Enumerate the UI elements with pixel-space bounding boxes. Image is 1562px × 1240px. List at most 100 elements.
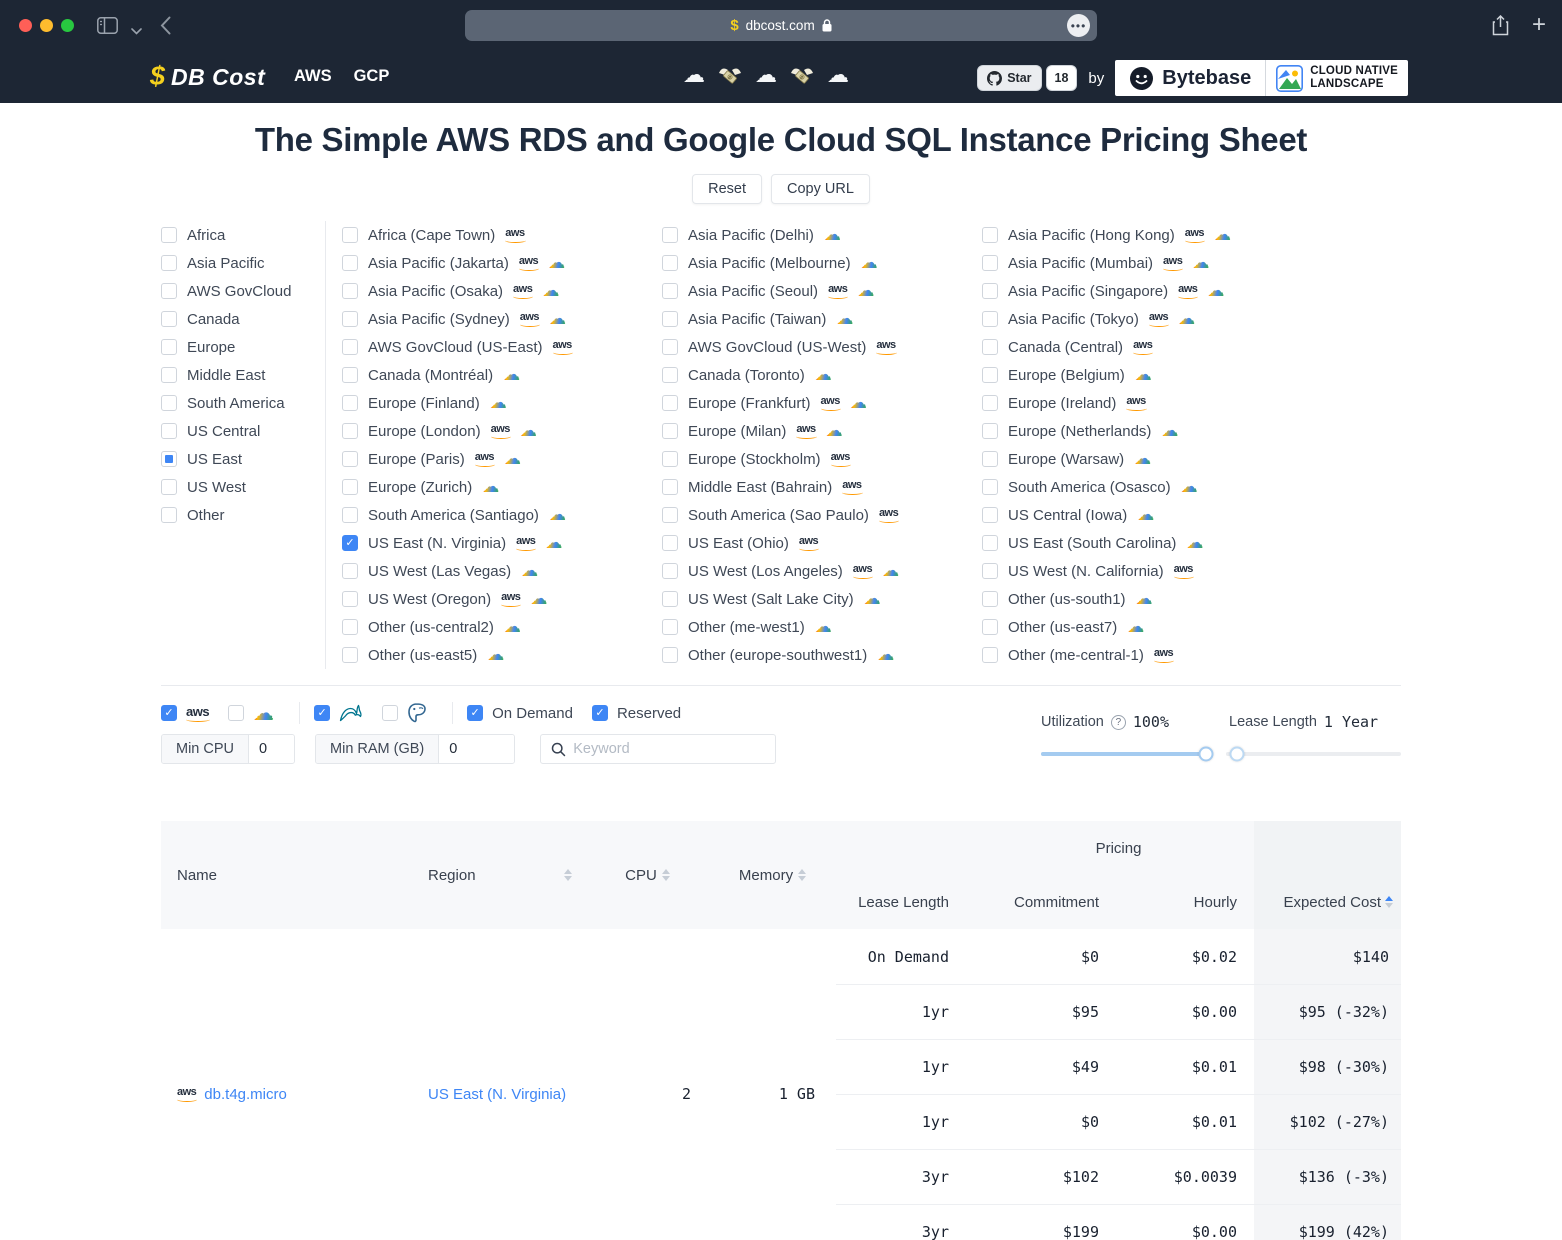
- checkbox[interactable]: [982, 647, 998, 663]
- checkbox[interactable]: [982, 451, 998, 467]
- filter-engine-mysql[interactable]: ✓: [314, 704, 363, 722]
- utilization-slider[interactable]: [1041, 746, 1214, 762]
- checkbox[interactable]: [342, 395, 358, 411]
- checkbox[interactable]: [161, 479, 177, 495]
- region-option-middle-east-bahrain[interactable]: Middle East (Bahrain) aws: [662, 473, 966, 501]
- checkbox[interactable]: [982, 311, 998, 327]
- share-icon[interactable]: [1492, 14, 1509, 41]
- checkbox[interactable]: ✓: [342, 535, 358, 551]
- col-header-expected-cost[interactable]: Expected Cost: [1254, 875, 1401, 929]
- checkbox[interactable]: [982, 619, 998, 635]
- region-option-us-west-las-vegas[interactable]: US West (Las Vegas) ☁: [342, 557, 646, 585]
- region-group-aws-govcloud[interactable]: AWS GovCloud: [161, 277, 325, 305]
- checkbox[interactable]: [161, 255, 177, 271]
- region-group-us-central[interactable]: US Central: [161, 417, 325, 445]
- checkbox[interactable]: [662, 311, 678, 327]
- region-option-us-east-n-virginia[interactable]: ✓ US East (N. Virginia) aws ☁: [342, 529, 646, 557]
- region-option-other-us-east7[interactable]: Other (us-east7) ☁: [982, 613, 1401, 641]
- region-option-canada-toronto[interactable]: Canada (Toronto) ☁: [662, 361, 966, 389]
- region-option-africa-cape-town[interactable]: Africa (Cape Town) aws: [342, 221, 646, 249]
- checkbox[interactable]: [161, 311, 177, 327]
- checkbox[interactable]: [982, 255, 998, 271]
- checkbox[interactable]: [662, 647, 678, 663]
- github-star-widget[interactable]: Star 18: [977, 65, 1078, 91]
- min-ram-input[interactable]: [439, 735, 515, 763]
- checkbox[interactable]: [342, 507, 358, 523]
- checkbox[interactable]: [982, 507, 998, 523]
- region-option-other-me-central-1[interactable]: Other (me-central-1) aws: [982, 641, 1401, 669]
- region-group-canada[interactable]: Canada: [161, 305, 325, 333]
- region-option-europe-netherlands[interactable]: Europe (Netherlands) ☁: [982, 417, 1401, 445]
- checkbox[interactable]: [161, 395, 177, 411]
- region-option-asia-pacific-melbourne[interactable]: Asia Pacific (Melbourne) ☁: [662, 249, 966, 277]
- close-window-button[interactable]: [19, 19, 32, 32]
- region-option-us-central-iowa[interactable]: US Central (Iowa) ☁: [982, 501, 1401, 529]
- col-header-memory[interactable]: Memory: [709, 821, 836, 929]
- copy-url-button[interactable]: Copy URL: [771, 174, 870, 204]
- sort-icon[interactable]: [661, 869, 670, 881]
- utilization-slider-handle[interactable]: [1198, 746, 1214, 762]
- checkbox[interactable]: [161, 423, 177, 439]
- github-star-button[interactable]: Star: [977, 65, 1042, 91]
- region-option-other-us-south1[interactable]: Other (us-south1) ☁: [982, 585, 1401, 613]
- checkbox[interactable]: ✓: [161, 705, 177, 721]
- checkbox[interactable]: [161, 367, 177, 383]
- filter-provider-gcp[interactable]: ☁: [228, 702, 274, 724]
- region-group-other[interactable]: Other: [161, 501, 325, 529]
- region-option-europe-belgium[interactable]: Europe (Belgium) ☁: [982, 361, 1401, 389]
- region-option-asia-pacific-jakarta[interactable]: Asia Pacific (Jakarta) aws ☁: [342, 249, 646, 277]
- keyword-search-field[interactable]: [540, 734, 777, 764]
- region-option-asia-pacific-singapore[interactable]: Asia Pacific (Singapore) aws ☁: [982, 277, 1401, 305]
- help-icon[interactable]: ?: [1110, 714, 1126, 730]
- checkbox[interactable]: [161, 339, 177, 355]
- region-option-us-east-south-carolina[interactable]: US East (South Carolina) ☁: [982, 529, 1401, 557]
- sort-icon[interactable]: [564, 869, 572, 881]
- checkbox[interactable]: [982, 591, 998, 607]
- checkbox[interactable]: [161, 227, 177, 243]
- checkbox[interactable]: [662, 451, 678, 467]
- region-option-europe-milan[interactable]: Europe (Milan) aws ☁: [662, 417, 966, 445]
- checkbox[interactable]: [982, 395, 998, 411]
- region-option-us-west-los-angeles[interactable]: US West (Los Angeles) aws ☁: [662, 557, 966, 585]
- region-group-europe[interactable]: Europe: [161, 333, 325, 361]
- checkbox[interactable]: [662, 395, 678, 411]
- chevron-down-icon[interactable]: [131, 22, 142, 40]
- region-option-europe-frankfurt[interactable]: Europe (Frankfurt) aws ☁: [662, 389, 966, 417]
- region-option-europe-finland[interactable]: Europe (Finland) ☁: [342, 389, 646, 417]
- checkbox[interactable]: [342, 227, 358, 243]
- col-header-region[interactable]: Region: [409, 821, 586, 929]
- region-option-us-east-ohio[interactable]: US East (Ohio) aws: [662, 529, 966, 557]
- minimize-window-button[interactable]: [40, 19, 53, 32]
- region-option-europe-ireland[interactable]: Europe (Ireland) aws: [982, 389, 1401, 417]
- checkbox[interactable]: [982, 479, 998, 495]
- lease-length-slider[interactable]: [1226, 746, 1401, 762]
- region-option-us-west-salt-lake-city[interactable]: US West (Salt Lake City) ☁: [662, 585, 966, 613]
- checkbox[interactable]: [342, 423, 358, 439]
- address-bar[interactable]: $ dbcost.com •••: [465, 10, 1097, 41]
- checkbox[interactable]: [342, 311, 358, 327]
- checkbox[interactable]: [228, 705, 245, 721]
- region-option-south-america-osasco[interactable]: South America (Osasco) ☁: [982, 473, 1401, 501]
- region-option-asia-pacific-hong-kong[interactable]: Asia Pacific (Hong Kong) aws ☁: [982, 221, 1401, 249]
- instance-name-link[interactable]: db.t4g.micro: [204, 1085, 287, 1103]
- region-option-canada-central[interactable]: Canada (Central) aws: [982, 333, 1401, 361]
- region-option-canada-montr-al[interactable]: Canada (Montréal) ☁: [342, 361, 646, 389]
- region-group-us-east[interactable]: US East: [161, 445, 325, 473]
- col-header-cpu[interactable]: CPU: [586, 821, 709, 929]
- region-option-europe-london[interactable]: Europe (London) aws ☁: [342, 417, 646, 445]
- checkbox[interactable]: [982, 283, 998, 299]
- checkbox[interactable]: [342, 283, 358, 299]
- region-option-asia-pacific-seoul[interactable]: Asia Pacific (Seoul) aws ☁: [662, 277, 966, 305]
- region-option-europe-paris[interactable]: Europe (Paris) aws ☁: [342, 445, 646, 473]
- min-cpu-input[interactable]: [249, 735, 295, 763]
- checkbox[interactable]: [662, 255, 678, 271]
- checkbox[interactable]: [161, 507, 177, 523]
- checkbox[interactable]: [342, 367, 358, 383]
- checkbox[interactable]: [662, 479, 678, 495]
- checkbox[interactable]: [161, 283, 177, 299]
- checkbox[interactable]: [662, 619, 678, 635]
- region-group-us-west[interactable]: US West: [161, 473, 325, 501]
- checkbox[interactable]: [342, 339, 358, 355]
- page-settings-icon[interactable]: •••: [1067, 14, 1090, 37]
- region-option-asia-pacific-osaka[interactable]: Asia Pacific (Osaka) aws ☁: [342, 277, 646, 305]
